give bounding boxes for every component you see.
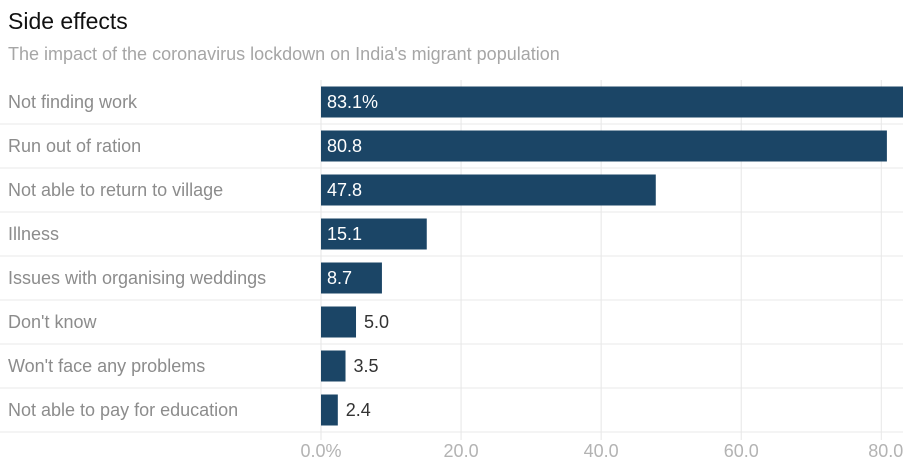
value-labels: 83.1% 80.8 47.8 15.1 8.7 5.0 3.5 2.4	[327, 92, 389, 420]
value-label: 47.8	[327, 180, 362, 200]
bar	[321, 306, 357, 338]
value-label: 83.1%	[327, 92, 378, 112]
category-label: Not able to pay for education	[8, 400, 238, 420]
category-label: Don't know	[8, 312, 97, 332]
category-label: Not finding work	[8, 92, 138, 112]
value-label: 80.8	[327, 136, 362, 156]
bar	[321, 262, 382, 294]
x-tick-label: 0.0%	[300, 441, 341, 460]
category-label: Not able to return to village	[8, 180, 223, 200]
chart-subtitle: The impact of the coronavirus lockdown o…	[8, 44, 560, 64]
category-label: Issues with organising weddings	[8, 268, 266, 288]
bar	[321, 394, 338, 426]
x-tick-label: 60.0	[724, 441, 759, 460]
value-label: 5.0	[364, 312, 389, 332]
bars	[321, 86, 903, 426]
x-tick-label: 80.0	[868, 441, 903, 460]
bar	[321, 86, 903, 118]
category-label: Run out of ration	[8, 136, 141, 156]
value-label: 8.7	[327, 268, 352, 288]
value-label: 15.1	[327, 224, 362, 244]
x-tick-label: 40.0	[584, 441, 619, 460]
chart-title: Side effects	[8, 8, 128, 34]
bar	[321, 130, 887, 162]
value-label: 3.5	[354, 356, 379, 376]
value-label: 2.4	[346, 400, 371, 420]
x-tick-label: 20.0	[444, 441, 479, 460]
bar	[321, 350, 346, 382]
bar	[321, 174, 656, 206]
row-dividers	[0, 123, 903, 433]
x-axis-ticks: 0.0% 20.0 40.0 60.0 80.0	[300, 441, 903, 460]
bar	[321, 218, 427, 250]
category-label: Won't face any problems	[8, 356, 205, 376]
category-label: Illness	[8, 224, 59, 244]
category-labels: Not finding work Run out of ration Not abl…	[8, 92, 266, 420]
